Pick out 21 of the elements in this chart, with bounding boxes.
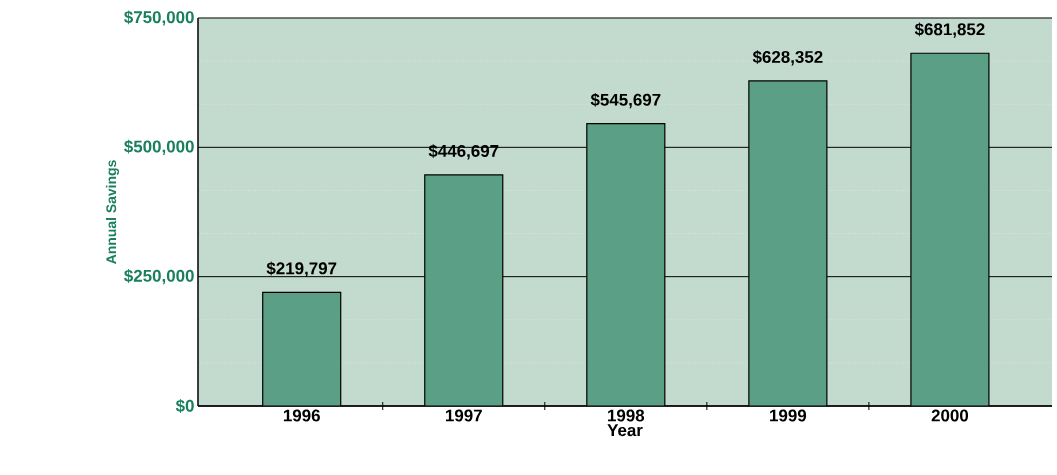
bar [748, 80, 828, 406]
y-tick-label: $750,000 [124, 10, 194, 26]
bar [910, 52, 990, 406]
y-tick-label: $500,000 [124, 139, 194, 155]
data-label: $681,852 [914, 22, 985, 38]
x-axis-title: Year [607, 424, 643, 437]
bar [424, 174, 504, 406]
data-label: $545,697 [590, 92, 661, 109]
data-label: $628,352 [752, 50, 823, 66]
x-tick-label: 1998 [608, 409, 645, 422]
bar [586, 123, 666, 406]
x-tick-label: 1999 [770, 409, 807, 422]
data-label: $219,797 [266, 261, 337, 277]
x-tick-label: 1996 [283, 409, 320, 422]
x-tick-label: 2000 [931, 409, 969, 422]
y-tick-label: $250,000 [124, 269, 194, 285]
y-tick-label: $0 [175, 399, 194, 413]
y-axis-title: Annual Savings [105, 160, 119, 264]
bar [262, 291, 342, 406]
data-label: $446,697 [428, 144, 499, 160]
x-tick-label: 1997 [445, 409, 482, 422]
